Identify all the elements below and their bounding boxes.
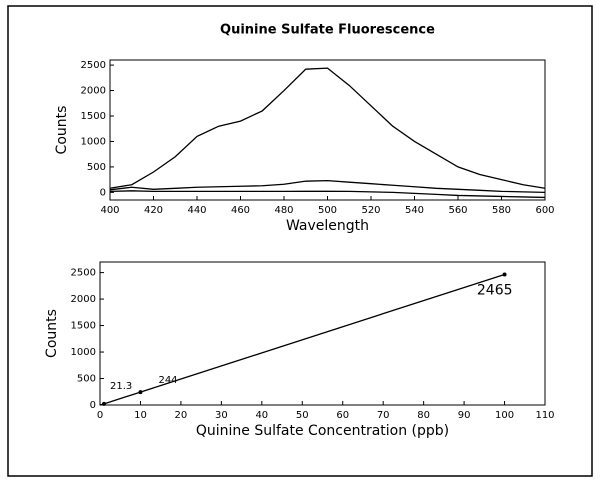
data-line [109,67,546,189]
x-tick-label: 420 [144,205,163,216]
x-tick-label: 20 [175,410,188,421]
x-tick-label: 500 [318,205,337,216]
x-tick-label: 110 [535,410,554,421]
data-line [109,190,546,199]
y-axis-label: Counts [54,106,70,155]
y-tick-label: 2500 [71,268,96,279]
x-tick-label: 90 [458,410,471,421]
frame [7,5,593,477]
x-tick-label: 540 [405,205,424,216]
x-tick-label: 60 [336,410,349,421]
data-point [502,272,507,277]
y-tick-label: 0 [90,400,96,411]
x-tick-label: 440 [187,205,206,216]
y-axis-label: Counts [44,309,60,358]
y-tick-label: 2000 [71,294,96,305]
data-point [102,401,107,406]
chart-title: Quinine Sulfate Fluorescence [220,23,435,38]
data-line [109,180,546,194]
x-tick-label: 400 [100,205,119,216]
data-label: 244 [158,375,177,386]
y-tick-label: 2500 [81,60,106,71]
plot-area [99,261,546,406]
x-tick-label: 560 [448,205,467,216]
x-tick-label: 0 [97,410,103,421]
x-tick-label: 480 [274,205,293,216]
x-tick-label: 10 [134,410,147,421]
x-tick-label: 580 [492,205,511,216]
y-tick-label: 500 [87,162,106,173]
x-tick-label: 600 [535,205,554,216]
y-tick-label: 500 [77,374,96,385]
x-tick-label: 70 [377,410,390,421]
y-tick-label: 1500 [81,111,106,122]
x-tick-label: 100 [495,410,514,421]
x-tick-label: 30 [215,410,228,421]
x-axis-label: Quinine Sulfate Concentration (ppb) [196,423,449,439]
x-tick-label: 460 [231,205,250,216]
x-axis-label: Wavelength [286,218,369,234]
y-tick-label: 1000 [71,347,96,358]
x-tick-label: 50 [296,410,309,421]
y-tick-label: 0 [100,187,106,198]
data-point [138,390,143,395]
y-tick-label: 1500 [71,321,96,332]
x-tick-label: 40 [255,410,268,421]
data-label: 2465 [477,282,513,298]
data-label: 21.3 [110,381,132,392]
x-tick-label: 520 [361,205,380,216]
data-line [99,273,505,406]
x-tick-label: 80 [417,410,430,421]
y-tick-label: 1000 [81,136,106,147]
y-tick-label: 2000 [81,86,106,97]
